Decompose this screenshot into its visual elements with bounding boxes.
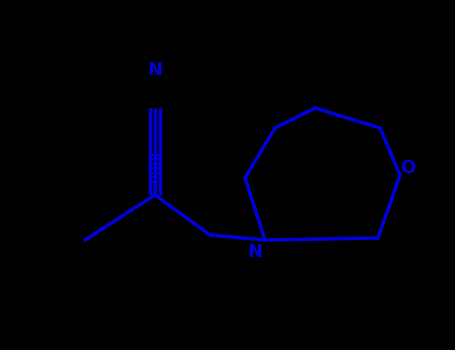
Text: N: N [147,61,162,79]
Text: N: N [247,243,262,261]
Text: O: O [400,159,415,177]
